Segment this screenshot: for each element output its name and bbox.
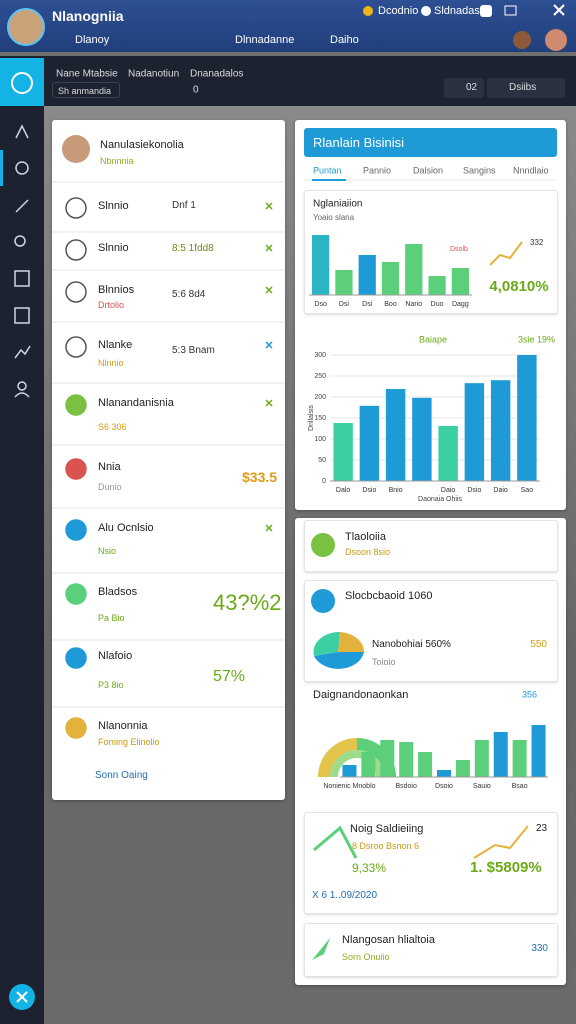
trend-value: 23 [536, 823, 548, 834]
filter-count: 0 [193, 84, 199, 96]
row-title: Nanobohiai 560% [372, 639, 451, 650]
item-value: Dnf 1 [172, 200, 196, 211]
row-title: Slocbcbaoid 1060 [345, 590, 433, 602]
filter[interactable]: Sh anmandia [52, 82, 120, 98]
item-title: Nlanke [98, 339, 133, 351]
item-title: Blnnios [98, 284, 135, 296]
row-value: 550 [530, 639, 547, 650]
tab[interactable]: Nadanotiun [128, 68, 180, 80]
trend-title: Noig Saldieiing [350, 823, 424, 835]
item-title: Alu Ocnlsio [98, 522, 154, 534]
tab[interactable]: Dnanadalos [190, 68, 244, 80]
bottom-value: 330 [531, 943, 548, 954]
trend-stat: 9,33% [352, 861, 387, 875]
nav-link[interactable]: Daiho [330, 34, 359, 46]
profile-name: Nanulasiekonolia [100, 139, 184, 151]
item-title: Nnia [98, 461, 121, 473]
summary-card [304, 520, 558, 572]
nav-link[interactable]: Dlanoy [75, 34, 110, 46]
row-sub: Toioio [372, 657, 396, 667]
item-title: Slnnio [98, 242, 129, 254]
item-sub: Dunio [98, 482, 122, 492]
header-link[interactable]: Dcodnio [378, 5, 419, 17]
footer-link[interactable]: Sonn Oaing [95, 770, 148, 781]
trend-date: X 6 1..09/2020 [312, 890, 378, 901]
item-value: $33.5 [242, 469, 278, 485]
summary-title: Tlaoloiia [345, 531, 386, 543]
item-value: 5:3 Bnam [172, 345, 215, 356]
item-sub: Nlnnio [98, 358, 124, 368]
item-sub: Pa Bio [98, 613, 125, 623]
chart-card [304, 190, 558, 314]
item-sub: S6 306 [98, 422, 127, 432]
item-value: 5:6 8d4 [172, 289, 206, 300]
button[interactable]: Dsiibs [487, 78, 565, 98]
item-title: Slnnio [98, 200, 129, 212]
item-sub: P3 8io [98, 680, 124, 690]
panel-header: Rlanlain Bisinisi [304, 128, 557, 157]
sidebar [0, 106, 44, 1024]
item-value: 8:5 1fdd8 [172, 243, 214, 254]
nav-link[interactable]: Dlnnadanne [235, 34, 295, 46]
tab[interactable]: Nane Mtabsie [56, 68, 118, 80]
item-title: Nlanonnia [98, 720, 148, 732]
button[interactable]: 02 [444, 78, 484, 98]
app-title: Nlanogniia [52, 8, 124, 24]
item-value: 57% [213, 668, 246, 685]
home-button[interactable] [0, 58, 44, 106]
right-panel [295, 120, 566, 510]
item-sub: Foming Elinolio [98, 737, 160, 747]
bottom-title: Nlangosan hlialtoia [342, 934, 435, 946]
item-sub: Drtolio [98, 300, 125, 310]
item-title: Bladsos [98, 586, 138, 598]
item-value: 43?%2 [213, 590, 282, 615]
item-sub: Nsio [98, 546, 117, 556]
item-title: Nlafoio [98, 650, 133, 662]
left-panel [52, 120, 285, 800]
profile-sub: Nbnnnia [100, 156, 134, 166]
bottom-sub: Sorn Onuiio [342, 952, 390, 962]
trend-sub: 8 Dsroo Bsnon 6 [352, 841, 420, 851]
header-link[interactable]: Sldnadas [434, 5, 480, 17]
item-title: Nlanandanisnia [98, 397, 174, 409]
bottom-card [304, 923, 558, 977]
summary-sub: Dsoon 8sio [345, 547, 391, 557]
trend-stat: 1. $5809% [470, 859, 542, 876]
